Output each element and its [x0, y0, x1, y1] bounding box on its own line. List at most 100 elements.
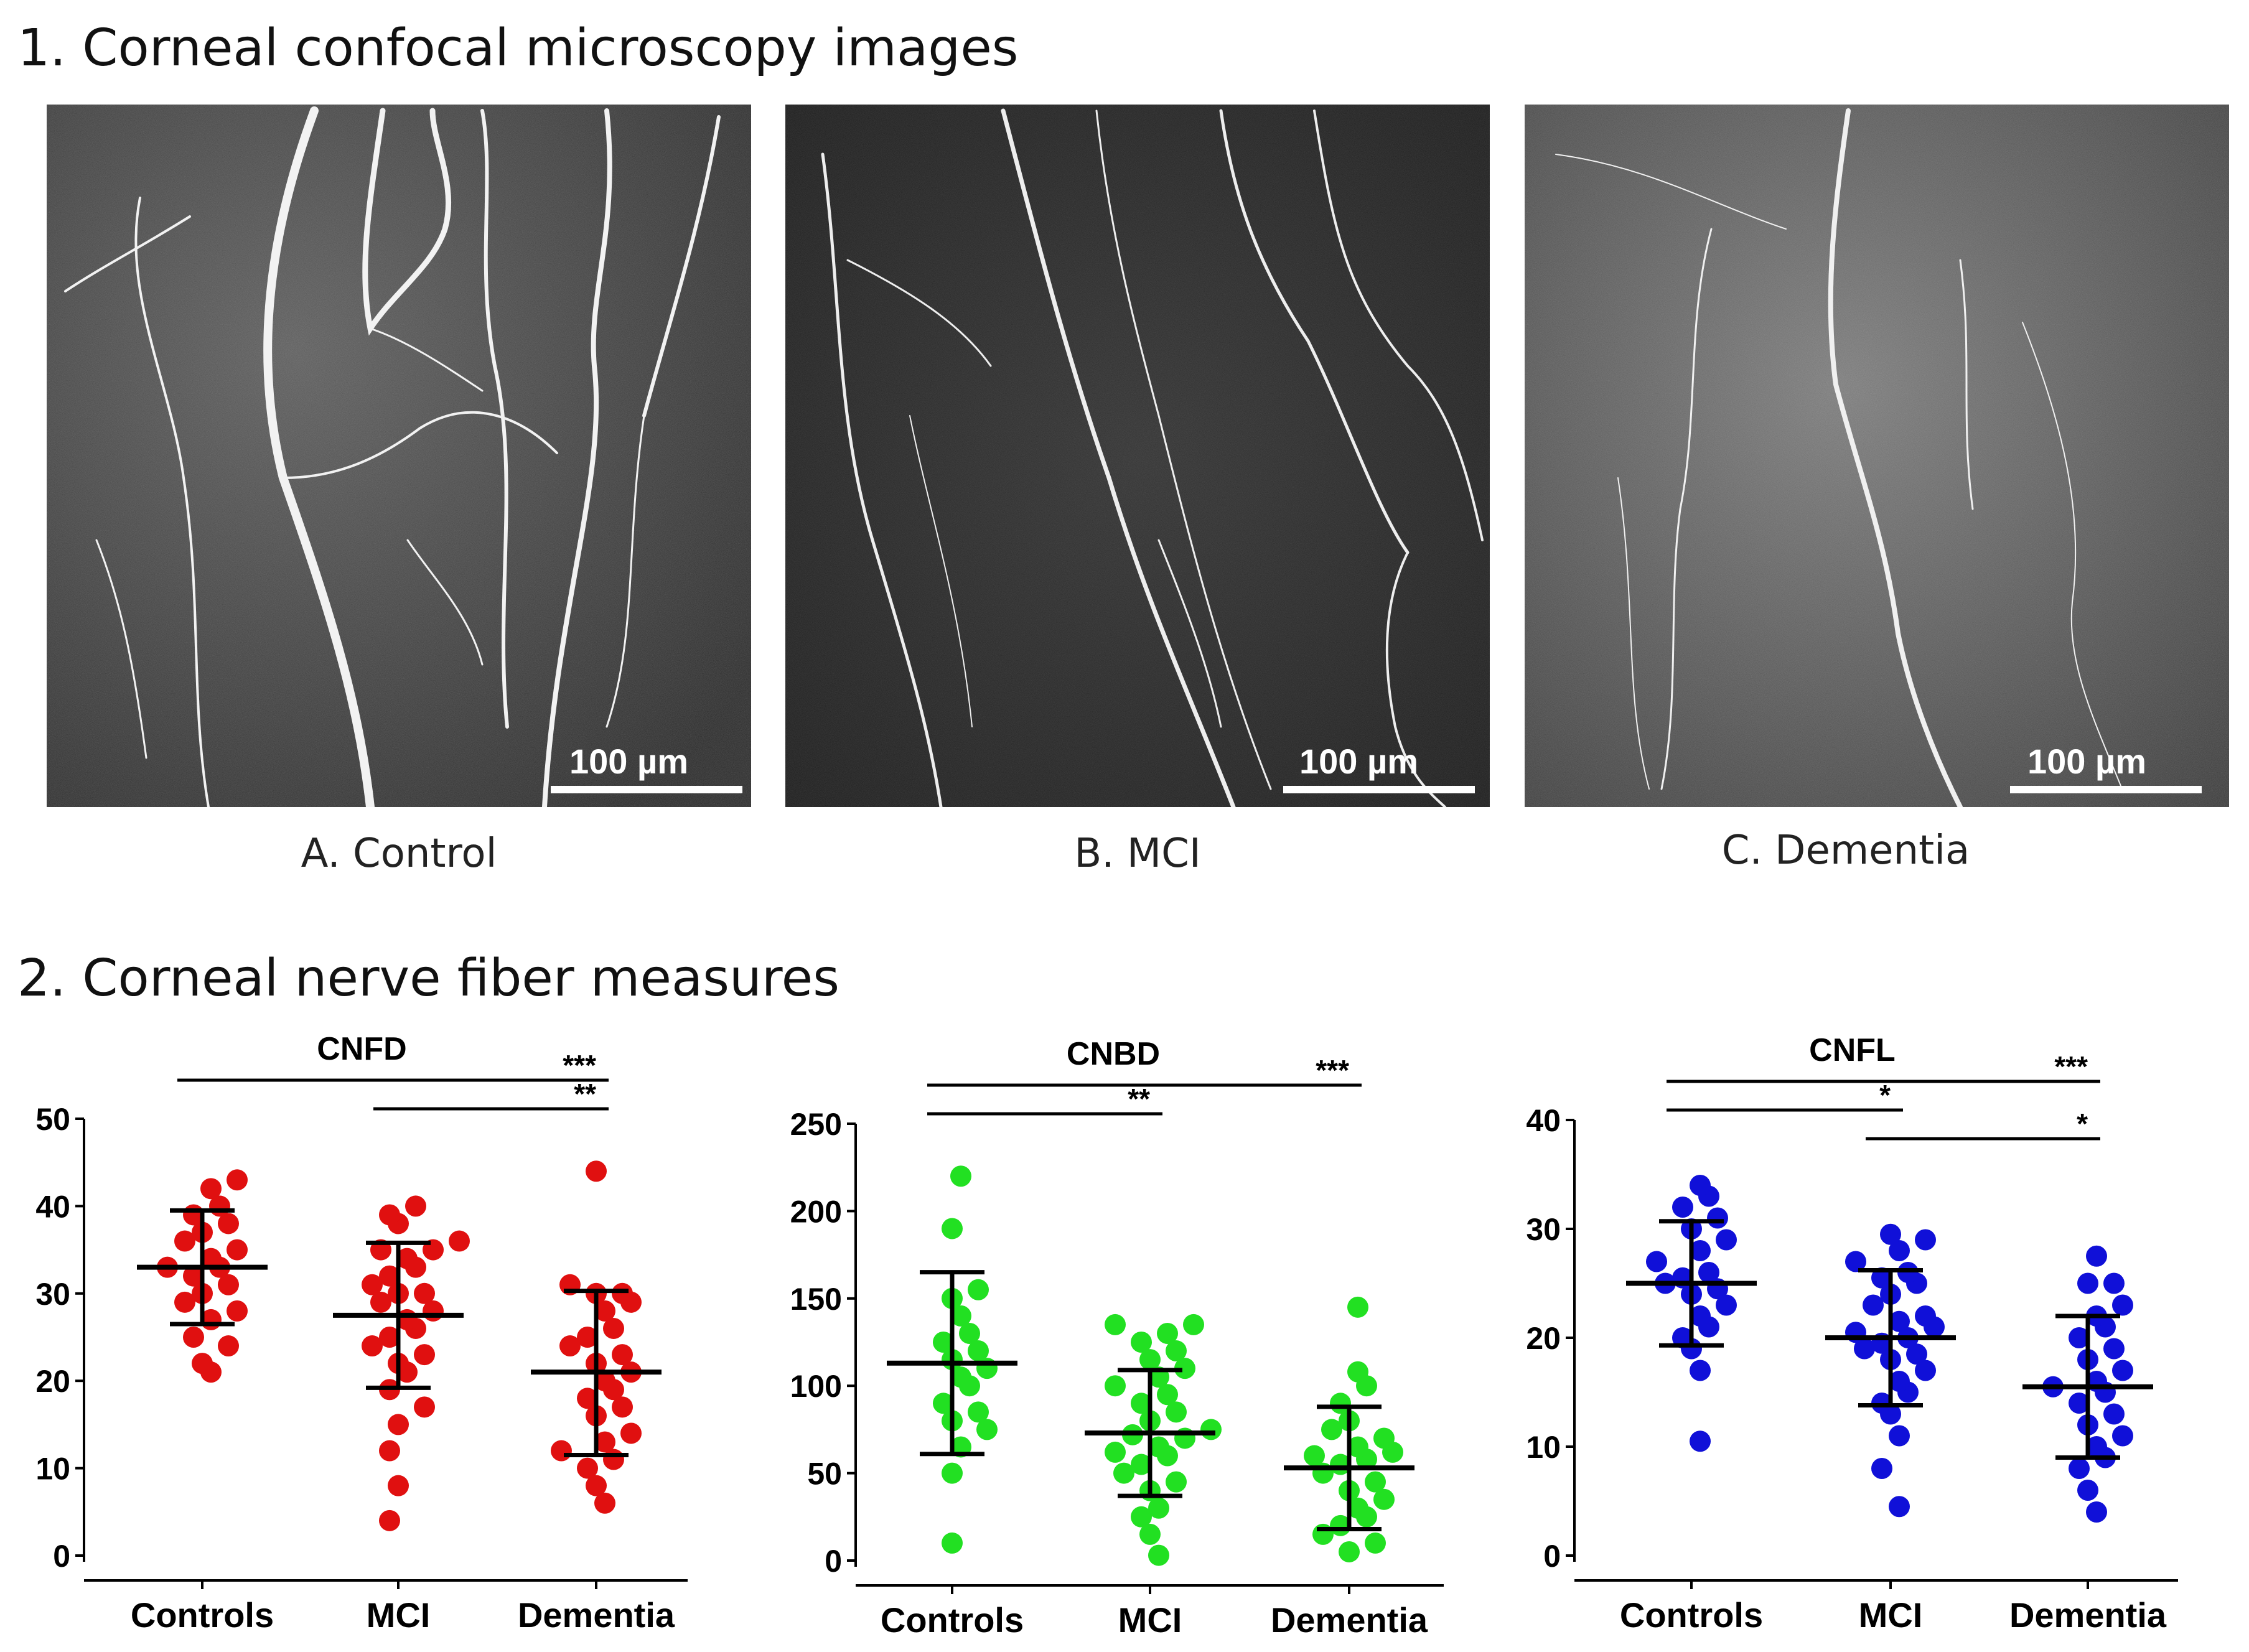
data-point — [942, 1218, 963, 1239]
data-point — [1871, 1267, 1892, 1289]
data-point — [2086, 1245, 2107, 1267]
data-point — [1880, 1223, 1901, 1245]
y-tick-label: 100 — [790, 1369, 842, 1404]
y-tick-label: 20 — [35, 1364, 70, 1399]
data-point — [1690, 1430, 1711, 1452]
data-point — [2069, 1458, 2090, 1479]
data-point — [1698, 1262, 1719, 1283]
data-point — [1347, 1361, 1368, 1383]
y-tick-label: 40 — [35, 1189, 70, 1224]
data-point — [942, 1532, 963, 1554]
nerve-fibers — [1555, 108, 2123, 807]
micrograph-control: 100 µm — [47, 105, 751, 807]
data-point — [620, 1422, 642, 1444]
nerve-fibers — [821, 108, 1484, 807]
y-tick-label: 40 — [1526, 1103, 1561, 1138]
scale-bar-label: 100 µm — [1299, 742, 1418, 781]
data-point — [968, 1340, 989, 1362]
chart-title: CNFL — [1809, 1032, 1896, 1068]
micrograph-dementia-image: 100 µm — [1525, 105, 2229, 807]
data-point — [449, 1230, 470, 1252]
data-point — [174, 1230, 195, 1252]
data-point — [612, 1344, 633, 1366]
scale-bar-label: 100 µm — [569, 742, 688, 781]
data-point — [2103, 1272, 2125, 1294]
caption-mci: B. MCI — [1074, 831, 1201, 877]
data-point — [379, 1204, 400, 1226]
data-point — [1304, 1445, 1325, 1467]
data-point — [1889, 1496, 1910, 1518]
y-tick-label: 30 — [1526, 1212, 1561, 1247]
data-point — [1889, 1425, 1910, 1447]
data-point — [227, 1169, 248, 1191]
data-point — [200, 1248, 222, 1269]
data-point — [1889, 1310, 1910, 1332]
data-point — [612, 1396, 633, 1418]
significance-label: *** — [2054, 1050, 2088, 1083]
caption-control: A. Control — [301, 831, 497, 877]
data-point — [2069, 1327, 2090, 1348]
data-point — [388, 1414, 409, 1435]
data-point — [414, 1344, 435, 1366]
data-point — [1139, 1349, 1161, 1371]
data-point — [1105, 1314, 1126, 1335]
data-point — [933, 1332, 954, 1353]
x-tick-label: Controls — [881, 1600, 1024, 1640]
section-1-title: 1. Corneal confocal microscopy images — [17, 19, 1019, 78]
data-point — [200, 1178, 222, 1200]
y-tick-label: 150 — [790, 1282, 842, 1317]
data-point — [1131, 1332, 1152, 1353]
data-point — [1373, 1488, 1395, 1510]
chart-title: CNBD — [1067, 1036, 1160, 1072]
x-tick-label: Controls — [131, 1595, 274, 1635]
data-point — [1906, 1343, 1927, 1365]
data-point — [594, 1492, 615, 1514]
data-point — [1105, 1375, 1126, 1397]
data-point — [594, 1370, 615, 1392]
y-tick-label: 10 — [35, 1452, 70, 1486]
data-point — [942, 1462, 963, 1484]
scale-bar-label: 100 µm — [2027, 742, 2146, 781]
data-point — [1131, 1454, 1152, 1475]
data-point — [1148, 1544, 1169, 1566]
data-point — [1889, 1371, 1910, 1392]
data-point — [1672, 1327, 1693, 1348]
data-point — [1707, 1207, 1728, 1229]
data-point — [227, 1300, 248, 1322]
data-point — [594, 1300, 615, 1322]
data-point — [1105, 1441, 1126, 1463]
y-tick-label: 0 — [1543, 1539, 1561, 1574]
data-point — [370, 1291, 391, 1313]
data-point — [379, 1440, 400, 1462]
data-point — [1690, 1305, 1711, 1327]
data-point — [2103, 1403, 2125, 1425]
data-point — [577, 1388, 598, 1409]
data-point — [379, 1327, 400, 1348]
chart-cnbd: 0 50 100 150 200 250 Controls MCI Dementia CNBD **… — [790, 1036, 1444, 1640]
data-point — [2077, 1480, 2098, 1501]
data-point — [2086, 1436, 2107, 1457]
y-tick-label: 250 — [790, 1107, 842, 1142]
data-point — [1690, 1360, 1711, 1381]
data-point — [1131, 1393, 1152, 1414]
data-point — [414, 1282, 435, 1304]
data-point — [1915, 1229, 1936, 1251]
data-point — [1347, 1497, 1368, 1519]
section-2-title: 2. Corneal nerve fiber measures — [17, 949, 839, 1008]
caption-dementia: C. Dementia — [1721, 828, 1970, 874]
data-point — [1373, 1427, 1395, 1449]
x-tick-label: Dementia — [1271, 1600, 1428, 1640]
data-point — [1157, 1384, 1178, 1406]
data-point — [1347, 1436, 1368, 1458]
y-tick-label: 200 — [790, 1194, 842, 1229]
chart-title: CNFD — [317, 1031, 406, 1067]
data-point — [968, 1401, 989, 1423]
data-point — [612, 1282, 633, 1304]
data-point — [577, 1457, 598, 1479]
x-tick-label: Controls — [1620, 1595, 1763, 1635]
data-point — [586, 1160, 607, 1182]
micrograph-dementia: 100 µm — [1525, 105, 2229, 807]
significance-label: * — [2077, 1108, 2088, 1140]
scale-bar — [2010, 786, 2202, 793]
